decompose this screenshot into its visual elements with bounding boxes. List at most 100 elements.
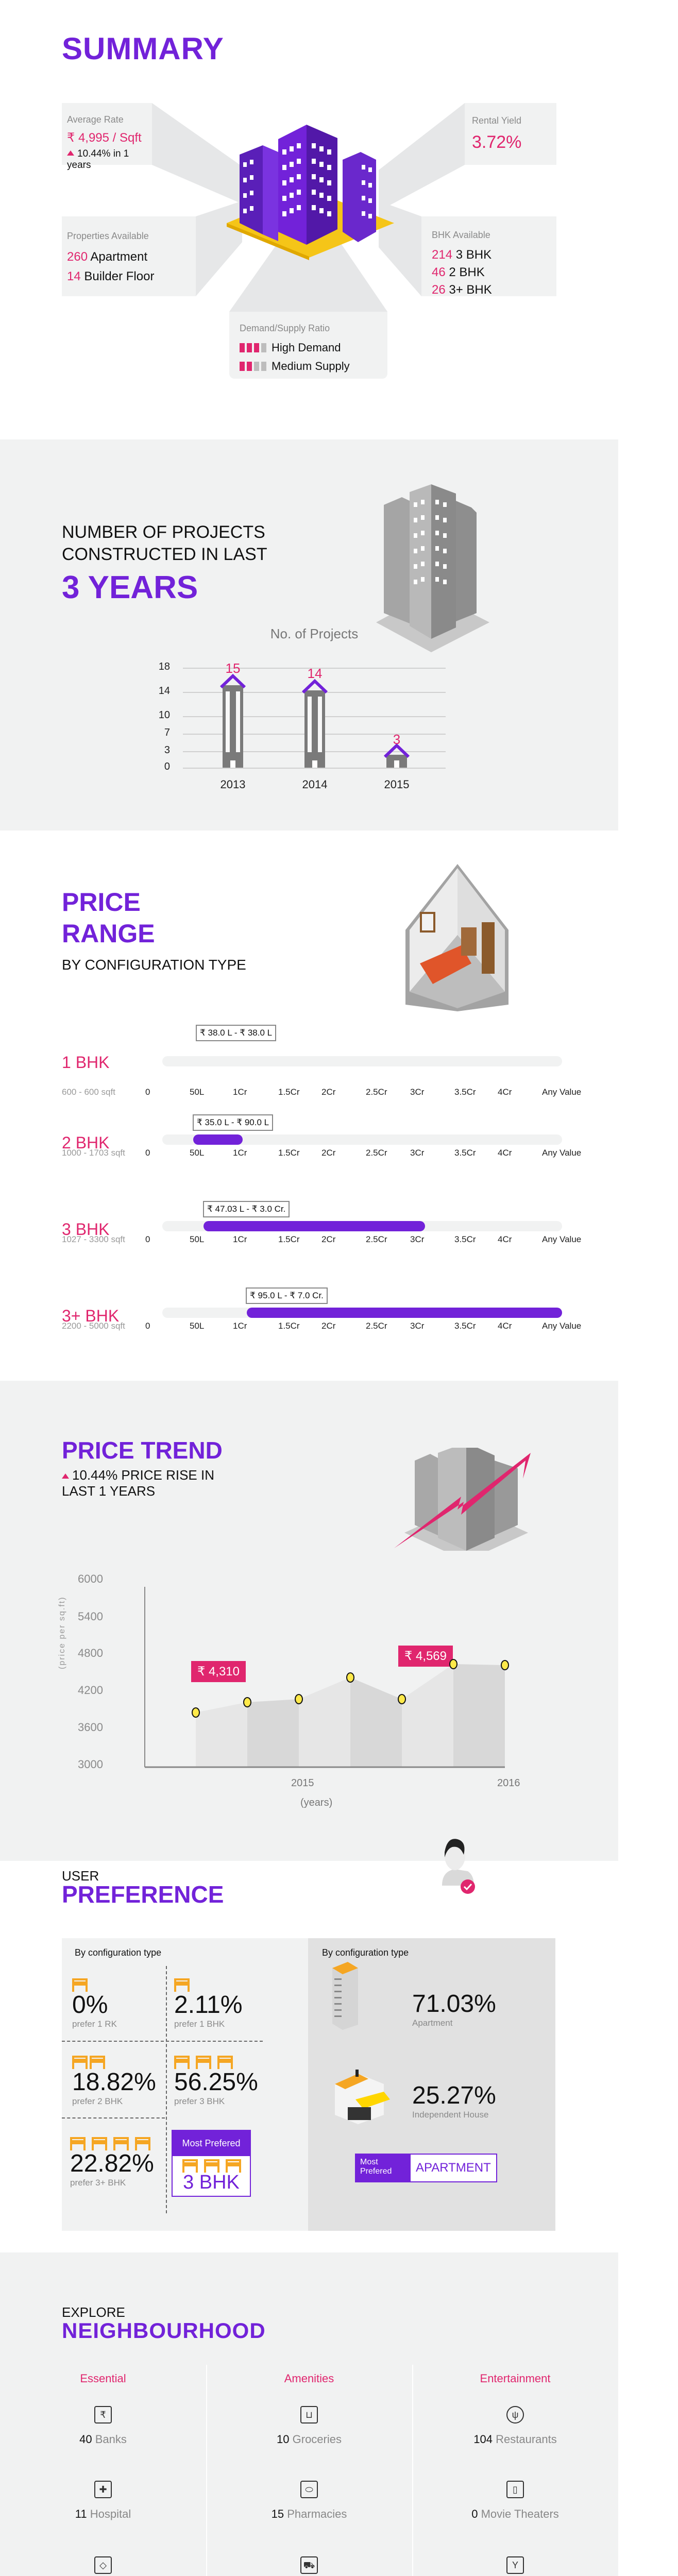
tick: 2Cr <box>321 1148 336 1158</box>
x-tick: 2015 <box>384 778 410 791</box>
tick: 2Cr <box>321 1234 336 1244</box>
price-row-label: 1 BHK <box>62 1053 110 1072</box>
tick: 0 <box>145 1087 150 1097</box>
price-trend-sub-line1: 10.44% PRICE RISE IN <box>72 1467 214 1483</box>
bed-icons <box>174 2056 258 2069</box>
tick: Any Value <box>542 1148 582 1158</box>
tick: 50L <box>190 1148 205 1158</box>
price-range-track <box>162 1221 562 1231</box>
tick: 1.5Cr <box>278 1234 300 1244</box>
neighbourhood-column-entertainment: Entertainment ψ 104 Restaurants ▯ 0 Movi… <box>412 2365 618 2576</box>
neighbourhood-item-groceries[interactable]: ⊔ 10 Groceries <box>206 2406 412 2446</box>
pill-icon: ⬭ <box>300 2481 318 2498</box>
tick: 50L <box>190 1087 205 1097</box>
supply-text: Medium Supply <box>272 360 350 372</box>
tick: 3Cr <box>410 1321 425 1331</box>
divider <box>62 2041 263 2042</box>
neighbourhood-item-restaurants[interactable]: ψ 104 Restaurants <box>412 2406 618 2446</box>
tick: 2Cr <box>321 1321 336 1331</box>
price-range-tooltip: ₹ 35.0 L - ₹ 90.0 L <box>193 1114 274 1131</box>
neighbourhood-item-shopping-malls[interactable]: ⛟ 2 Shopping Malls <box>206 2556 412 2576</box>
bhk-count: 46 <box>432 265 446 279</box>
tick: 2.5Cr <box>366 1148 387 1158</box>
rising-buildings-illustration <box>394 1448 531 1551</box>
neighbourhood-item-movie-theaters[interactable]: ▯ 0 Movie Theaters <box>412 2481 618 2521</box>
bed-icon <box>182 2159 198 2173</box>
properties-available-label: Properties Available <box>67 231 149 241</box>
restaurant-icon: ψ <box>506 2406 524 2424</box>
divider <box>62 2117 165 2119</box>
pref-percent: 18.82% <box>72 2069 156 2096</box>
column-divider <box>412 2365 413 2576</box>
pref-percent: 71.03% <box>412 1990 496 2018</box>
y-tick: 5400 <box>78 1610 103 1623</box>
tick: 1Cr <box>233 1234 247 1244</box>
price-trend-sub-line2: LAST 1 YEARS <box>62 1483 156 1499</box>
pref-label: prefer 1 BHK <box>174 2019 225 2029</box>
tick: 1.5Cr <box>278 1087 300 1097</box>
tick: 1.5Cr <box>278 1321 300 1331</box>
y-axis-label: (price per sq.ft) <box>58 1596 66 1669</box>
tick: 2.5Cr <box>366 1234 387 1244</box>
most-preferred-value: 3 BHK <box>183 2172 240 2193</box>
tick: Any Value <box>542 1087 582 1097</box>
data-point <box>295 1694 303 1704</box>
tick: 3.5Cr <box>454 1148 476 1158</box>
column-title: Amenities <box>284 2372 334 2385</box>
pref-label: Apartment <box>412 2018 453 2028</box>
neighbourhood-heading-small: EXPLORE <box>62 2304 125 2320</box>
bed-icon <box>196 2056 211 2069</box>
roof-icon <box>301 679 328 694</box>
tick: 2.5Cr <box>366 1087 387 1097</box>
neighbourhood-item-schools[interactable]: ◇ 41 Schools <box>0 2556 206 2576</box>
average-rate-card: Average Rate ₹ 4,995 / Sqft 10.44% in 1 … <box>62 103 152 171</box>
hospital-icon: ✚ <box>94 2481 112 2498</box>
price-trend-subheading: 10.44% PRICE RISE IN LAST 1 YEARS <box>62 1467 214 1499</box>
bar-2014 <box>301 679 328 768</box>
demand-text: High Demand <box>272 341 341 354</box>
y-tick: 3600 <box>78 1721 103 1734</box>
price-range-heading-line2: RANGE <box>62 919 155 948</box>
bhk-count: 214 <box>432 248 453 262</box>
item-count: 104 <box>473 2433 493 2446</box>
tick: Any Value <box>542 1234 582 1244</box>
neighbourhood-item-hospital[interactable]: ✚ 11 Hospital <box>0 2481 206 2521</box>
independent-house-icon <box>335 2070 390 2124</box>
bed-icon <box>217 2056 233 2069</box>
x-tick: 2013 <box>220 778 246 791</box>
bar-value-2013: 15 <box>225 660 241 676</box>
purple-buildings-illustration <box>227 125 394 260</box>
bed-icons <box>173 2159 250 2173</box>
divider <box>166 1966 167 2213</box>
price-row-label: 2 BHK <box>62 1133 110 1152</box>
bed-icon <box>92 2137 107 2150</box>
data-point <box>501 1660 509 1670</box>
x-tick: 2016 <box>497 1777 520 1789</box>
bed-icon <box>70 2137 86 2150</box>
data-point <box>346 1672 354 1683</box>
bed-icons <box>72 1978 117 1992</box>
neighbourhood-column-essential: Essential ₹ 40 Banks ✚ 11 Hospital ◇ 41 … <box>0 2365 206 2576</box>
tick: 3.5Cr <box>454 1087 476 1097</box>
item-count: 11 <box>75 2507 87 2520</box>
column-divider <box>206 2365 207 2576</box>
user-preference-heading-small: USER <box>62 1868 99 1884</box>
bed-icon <box>72 1978 88 1992</box>
price-range-track <box>162 1134 562 1145</box>
bhk-available-card: BHK Available 214 3 BHK 46 2 BHK 26 3+ B… <box>421 216 556 297</box>
price-row-sqft: 600 - 600 sqft <box>62 1087 115 1097</box>
most-preferred-label: Most Prefered <box>173 2131 250 2156</box>
bed-icons <box>174 1978 243 1992</box>
user-preference-heading: PREFERENCE <box>62 1881 224 1908</box>
school-icon: ◇ <box>94 2556 112 2574</box>
neighbourhood-item-banks[interactable]: ₹ 40 Banks <box>0 2406 206 2446</box>
builder-floor-label: Builder Floor <box>84 269 155 283</box>
pref-independent-house: 25.27% Independent House <box>412 2081 496 2120</box>
gridline <box>183 668 446 669</box>
rise-arrow-icon <box>67 150 74 156</box>
neighbourhood-item-bars[interactable]: Y 8 Bars <box>412 2556 618 2576</box>
projects-heading-line2: CONSTRUCTED IN LAST <box>62 545 267 564</box>
projects-heading-years: 3 YEARS <box>62 570 198 605</box>
neighbourhood-item-pharmacies[interactable]: ⬭ 15 Pharmacies <box>206 2481 412 2521</box>
pref-percent: 25.27% <box>412 2082 496 2109</box>
